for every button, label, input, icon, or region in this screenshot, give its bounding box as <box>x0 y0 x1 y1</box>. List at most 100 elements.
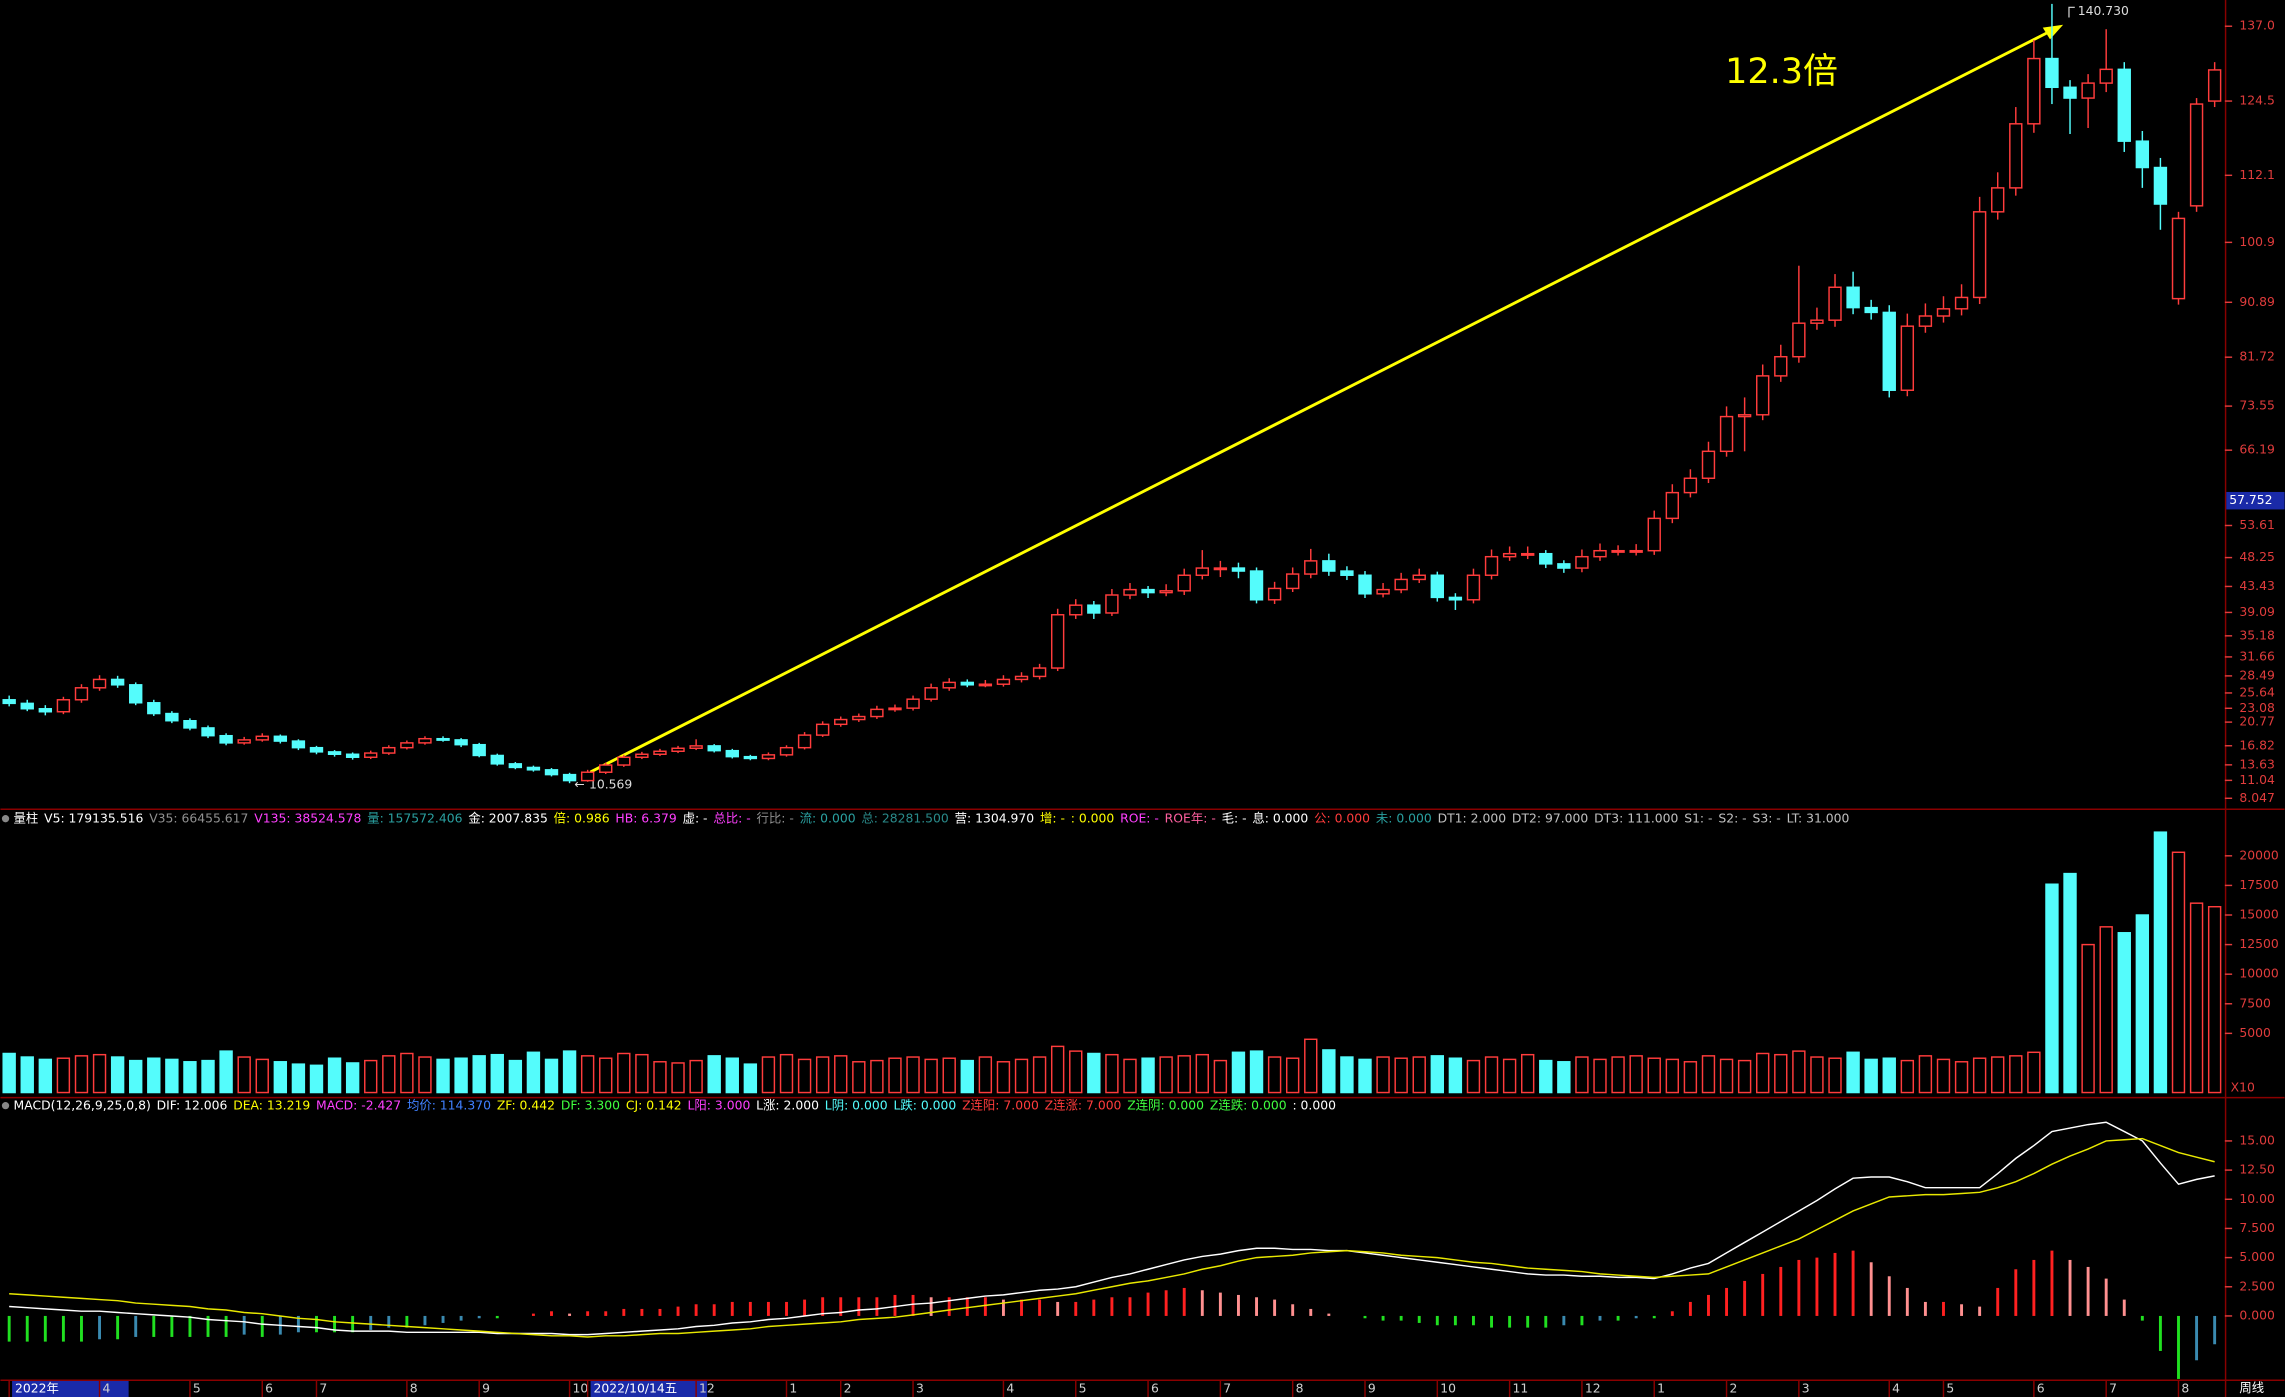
info-item: HB: 6.379 <box>615 811 676 825</box>
candle-body <box>671 747 685 752</box>
candle-body <box>725 749 739 758</box>
y-tick-label: 73.55 <box>2239 399 2274 413</box>
volume-bar <box>1376 1056 1390 1094</box>
info-item: V135: 38524.578 <box>254 811 361 825</box>
volume-bar <box>1394 1057 1408 1094</box>
candle-body <box>1466 574 1481 601</box>
volume-bar <box>110 1056 125 1094</box>
candle-body <box>2153 166 2168 205</box>
x-tick-label: 4 <box>1006 1381 1014 1395</box>
y-tick-label: 15.00 <box>2239 1133 2275 1147</box>
volume-bar <box>671 1062 685 1094</box>
candle-body <box>562 773 577 782</box>
candle-body <box>1267 587 1282 601</box>
info-item: 金: 2007.835 <box>468 810 548 825</box>
y-tick-label: 13.63 <box>2239 757 2274 771</box>
info-item: DEA: 13.219 <box>233 1098 310 1112</box>
candle-body <box>2189 103 2204 207</box>
volume-bar <box>20 1056 34 1094</box>
info-item: MACD: -2.427 <box>316 1098 401 1112</box>
volume-bar <box>1936 1058 1951 1094</box>
candle-body <box>418 737 432 744</box>
candle-body <box>942 681 956 689</box>
volume-bar <box>1647 1057 1661 1094</box>
candle-body <box>129 684 143 704</box>
volume-bar <box>2081 943 2095 1094</box>
volume-bar <box>1032 1056 1047 1094</box>
y-tick-label: 90.89 <box>2239 295 2274 309</box>
volume-bar <box>707 1055 721 1094</box>
candle-body <box>237 739 251 744</box>
volume-bar <box>490 1053 504 1094</box>
candle-body <box>345 753 360 758</box>
candle-body <box>1069 604 1083 616</box>
candle-body <box>364 752 378 758</box>
volume-bar <box>1249 1050 1264 1094</box>
candle-body <box>599 764 613 773</box>
candle-body <box>1593 549 1607 558</box>
volume-bar <box>1665 1058 1680 1094</box>
y-tick-label: 10000 <box>2239 967 2278 981</box>
candle-body <box>1195 567 1209 576</box>
volume-bar <box>1322 1049 1336 1094</box>
volume-bar <box>852 1061 866 1094</box>
info-item: 均价: 114.370 <box>407 1098 491 1112</box>
candle-body <box>2009 123 2023 189</box>
candle-body <box>924 687 938 700</box>
volume-bar <box>1340 1056 1354 1094</box>
candle-body <box>1774 355 1788 377</box>
candle-body <box>1936 308 1951 317</box>
cursor-date-box <box>590 1380 708 1397</box>
volume-bar <box>797 1058 812 1094</box>
info-item: S1: - <box>1684 811 1712 825</box>
candle-body <box>906 698 920 709</box>
candle-body <box>797 734 812 749</box>
info-item: DT3: 111.000 <box>1594 811 1678 825</box>
candle-body <box>2081 82 2095 99</box>
candle-body <box>870 708 884 718</box>
info-item: L阳: 3.000 <box>688 1098 751 1112</box>
x-tick-label: 12 <box>1585 1381 1601 1395</box>
candle-body <box>1502 552 1517 558</box>
volume-bar <box>1231 1051 1246 1094</box>
volume-bar <box>1285 1057 1300 1094</box>
x-tick-label: 2022/10/14五 <box>593 1381 677 1395</box>
candle-body <box>2135 140 2150 169</box>
volume-bar <box>74 1055 89 1094</box>
x-tick-label: 5 <box>1946 1381 1954 1395</box>
y-tick-label: 15000 <box>2239 908 2278 922</box>
volume-bar <box>92 1053 107 1094</box>
info-item: 虚: - <box>683 811 708 825</box>
info-item: 公: 0.000 <box>1314 811 1370 825</box>
candle-body <box>1900 325 1915 391</box>
candle-body <box>2171 217 2186 300</box>
volume-bar <box>1195 1053 1209 1094</box>
y-tick-label: 20000 <box>2239 848 2278 862</box>
volume-bar <box>689 1059 703 1094</box>
info-item: CJ: 0.142 <box>626 1098 682 1112</box>
x-tick-label: 10 <box>1440 1381 1456 1395</box>
x-tick-label: 11 <box>1513 1381 1529 1395</box>
y-tick-label: 5000 <box>2239 1026 2271 1040</box>
volume-bar <box>1918 1055 1933 1094</box>
x-tick-label: 2022年 <box>15 1381 59 1395</box>
volume-bar <box>996 1061 1011 1094</box>
volume-bar <box>1141 1057 1155 1094</box>
volume-bar <box>1756 1052 1770 1094</box>
volume-bar <box>201 1059 215 1094</box>
volume-bar <box>1774 1053 1788 1094</box>
volume-bar <box>1304 1038 1318 1094</box>
x-tick-label: 3 <box>916 1381 924 1395</box>
y-tick-label: 7500 <box>2239 996 2271 1010</box>
y-tick-label: 35.18 <box>2239 628 2275 642</box>
candle-body <box>454 739 468 746</box>
volume-bar <box>2063 872 2077 1094</box>
candle-body <box>2207 69 2222 102</box>
y-tick-label: 0.000 <box>2239 1308 2275 1322</box>
candle-body <box>978 683 993 687</box>
volume-bar <box>2171 851 2186 1094</box>
info-item: Z连涨: 7.000 <box>1045 1097 1122 1112</box>
candle-body <box>1575 555 1589 569</box>
volume-bar <box>1991 1056 2005 1094</box>
y-tick-label: 124.5 <box>2239 94 2274 108</box>
